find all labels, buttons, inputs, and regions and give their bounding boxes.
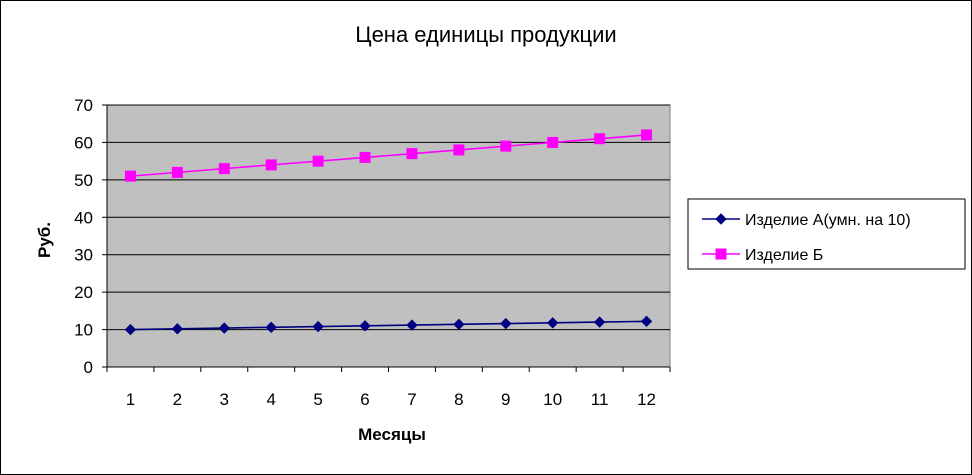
y-tick-label: 60 bbox=[74, 133, 93, 152]
series-line bbox=[130, 320, 647, 331]
data-point bbox=[265, 159, 277, 171]
data-point bbox=[171, 323, 184, 335]
legend-marker bbox=[715, 248, 727, 260]
x-tick-label: 1 bbox=[126, 390, 135, 409]
data-point bbox=[547, 136, 559, 148]
data-point bbox=[218, 322, 230, 334]
data-point bbox=[359, 151, 371, 163]
legend-label: Изделие А(умн. на 10) bbox=[745, 212, 911, 229]
data-point bbox=[359, 320, 371, 332]
x-tick-label: 4 bbox=[266, 390, 275, 409]
x-tick-label: 3 bbox=[220, 390, 229, 409]
chart-title: Цена единицы продукции bbox=[355, 22, 616, 47]
data-point bbox=[218, 163, 230, 175]
data-point bbox=[500, 317, 512, 330]
x-axis-title: Месяцы bbox=[358, 425, 426, 444]
y-axis-ticks: 0 10 20 30 40 50 60 70 bbox=[74, 96, 107, 377]
data-point bbox=[312, 320, 324, 333]
x-tick-label: 10 bbox=[543, 390, 562, 409]
series-layer bbox=[124, 129, 653, 336]
legend-box bbox=[687, 198, 966, 270]
data-point bbox=[312, 155, 324, 167]
data-point bbox=[265, 321, 277, 334]
x-tick-label: 7 bbox=[407, 390, 416, 409]
data-point bbox=[406, 148, 418, 160]
data-point bbox=[453, 144, 465, 156]
x-tick-label: 2 bbox=[173, 390, 182, 409]
legend-label: Изделие Б bbox=[745, 247, 823, 264]
data-point bbox=[453, 318, 465, 331]
legend-marker bbox=[715, 213, 727, 225]
series-2 bbox=[124, 129, 653, 182]
x-tick-label: 9 bbox=[501, 390, 510, 409]
data-point bbox=[500, 140, 512, 152]
data-point bbox=[406, 319, 418, 331]
plot-area bbox=[106, 104, 671, 368]
series-line bbox=[130, 134, 647, 177]
y-tick-label: 70 bbox=[74, 96, 93, 115]
data-point bbox=[641, 129, 653, 141]
data-point bbox=[547, 317, 559, 329]
x-tick-label: 11 bbox=[591, 390, 609, 409]
legend-entry: Изделие Б bbox=[702, 247, 823, 264]
y-tick-label: 40 bbox=[74, 208, 93, 227]
y-axis-title: Руб. bbox=[35, 222, 54, 258]
series-1 bbox=[124, 315, 653, 336]
x-tick-label: 8 bbox=[454, 390, 463, 409]
x-tick-label: 5 bbox=[313, 390, 322, 409]
y-tick-label: 0 bbox=[84, 358, 93, 377]
data-point bbox=[594, 133, 606, 145]
y-tick-label: 20 bbox=[74, 283, 93, 302]
data-point bbox=[171, 166, 183, 178]
legend-entry: Изделие А(умн. на 10) bbox=[702, 212, 911, 229]
y-tick-label: 30 bbox=[74, 246, 93, 265]
x-tick-label: 6 bbox=[360, 390, 369, 409]
legend: Изделие А(умн. на 10) Изделие Б bbox=[702, 212, 911, 264]
y-tick-label: 50 bbox=[74, 171, 93, 190]
data-point bbox=[640, 315, 653, 328]
x-tick-label: 12 bbox=[637, 390, 656, 409]
data-point bbox=[124, 170, 136, 182]
data-point bbox=[593, 316, 606, 328]
data-point bbox=[124, 323, 137, 336]
x-axis-ticks: 1 2 3 4 5 6 7 8 9 10 11 12 bbox=[106, 367, 671, 409]
y-tick-label: 10 bbox=[74, 321, 93, 340]
